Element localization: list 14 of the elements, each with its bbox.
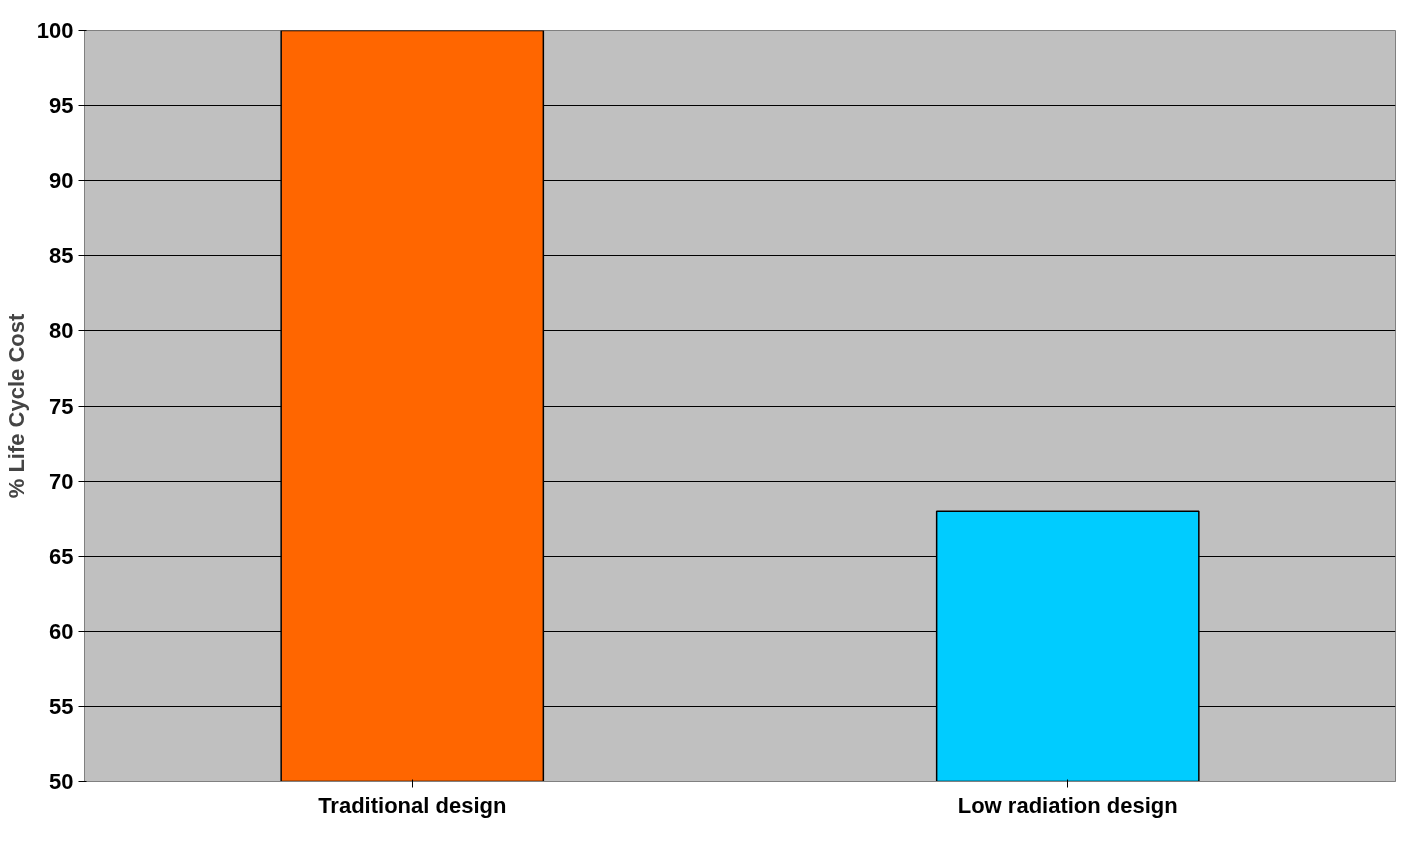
y-tick-label: 75 — [49, 393, 74, 419]
y-tick-label: 60 — [49, 618, 74, 644]
x-tick-label: Low radiation design — [957, 792, 1178, 818]
y-tick-label: 50 — [49, 769, 74, 794]
y-tick-label: 95 — [49, 93, 74, 119]
y-axis-title: % Life Cycle Cost — [3, 313, 29, 499]
y-tick-label: 55 — [49, 693, 74, 719]
y-tick-label: 80 — [49, 318, 74, 344]
y-tick-label: 100 — [36, 18, 74, 43]
y-tick-label: 65 — [49, 543, 74, 569]
x-tick-label: Traditional design — [318, 792, 507, 818]
y-tick-label: 90 — [49, 168, 74, 194]
y-tick-label: 85 — [49, 243, 74, 269]
y-tick-label: 70 — [49, 468, 74, 494]
